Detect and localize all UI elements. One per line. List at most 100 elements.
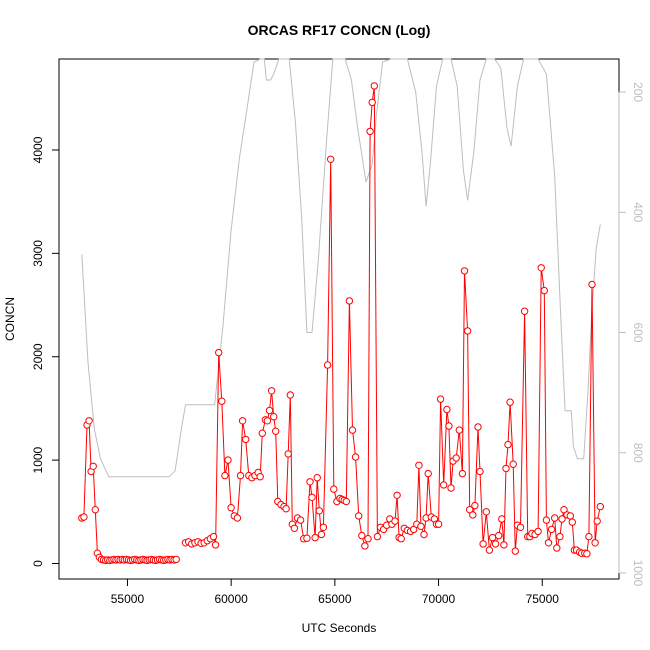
concn-point (424, 469, 432, 478)
concn-point (479, 540, 487, 548)
concn-point (476, 467, 484, 476)
concn-point (284, 450, 292, 458)
concn-point (504, 440, 512, 449)
concn-point (495, 531, 503, 540)
concn-point (256, 473, 264, 481)
concn-point (361, 542, 369, 550)
y-tick-label: 2000 (31, 343, 45, 370)
x-tick-label: 60000 (214, 592, 248, 606)
concn-point (233, 514, 242, 522)
x-axis: 55000 60000 65000 70000 75000 (111, 578, 560, 606)
secondary-y-tick-label: 400 (631, 202, 645, 222)
concn-point (568, 518, 576, 526)
concn-point (221, 471, 229, 480)
concn-point (463, 327, 472, 335)
y-axis-label: CONCN (3, 297, 17, 341)
concn-line-segment (81, 420, 177, 561)
concn-point (238, 417, 247, 425)
concn-point (540, 286, 548, 295)
concn-point (373, 532, 382, 541)
concn-point (265, 406, 274, 415)
concn-point (417, 522, 425, 530)
concn-point (348, 426, 357, 434)
concn-point (342, 497, 350, 506)
concn-point (364, 535, 372, 543)
y-tick-label: 3000 (31, 240, 45, 267)
concn-point (511, 547, 519, 555)
concn-point (551, 514, 559, 522)
secondary-y-tick-label: 1000 (631, 560, 645, 587)
x-tick-label: 55000 (111, 592, 145, 606)
concn-point (509, 460, 517, 468)
concn-point (485, 546, 494, 554)
concn-point (218, 397, 226, 405)
concn-point (358, 531, 366, 540)
concn-point (296, 516, 305, 524)
x-tick-label: 75000 (526, 592, 560, 606)
concn-point (306, 478, 314, 486)
concn-point (85, 417, 93, 425)
concn-point (258, 429, 266, 437)
concn-point (566, 512, 574, 520)
concn-point (368, 98, 376, 107)
x-tick-label: 65000 (318, 592, 352, 606)
concn-point (263, 417, 272, 425)
concn-point (323, 361, 332, 369)
secondary-axis-line (81, 58, 601, 478)
concn-line-segment (185, 85, 601, 555)
concn-point (443, 405, 451, 414)
concn-point (420, 530, 428, 539)
concn-point (491, 540, 500, 548)
concn-point (474, 423, 482, 431)
concn-point (591, 539, 599, 547)
concn-points-layer (78, 82, 604, 565)
concn-point (455, 426, 463, 434)
concn-point (585, 532, 593, 541)
concn-point (544, 539, 553, 547)
concn-point (224, 456, 232, 464)
x-tick-label: 70000 (422, 592, 456, 606)
concn-point (345, 297, 354, 305)
concn-point (393, 491, 401, 499)
concn-point (327, 155, 335, 164)
y-tick-label: 4000 (31, 136, 45, 163)
concn-point (355, 512, 363, 520)
concn-point (436, 395, 445, 403)
concn-point (553, 544, 561, 552)
concn-line-layer (81, 85, 601, 561)
concn-point (397, 535, 405, 543)
concn-point (317, 530, 326, 539)
concn-point (547, 525, 556, 534)
concn-point (434, 520, 443, 528)
concn-point (308, 493, 316, 501)
y-tick-label: 0 (31, 560, 45, 567)
concn-point (534, 527, 542, 536)
concn-point (469, 511, 477, 519)
concn-point (215, 348, 223, 357)
concn-point (452, 454, 460, 462)
concn-point (267, 387, 276, 395)
secondary-y-tick-label: 600 (631, 323, 645, 343)
concn-point (516, 523, 525, 531)
concn-point (391, 517, 399, 525)
y-tick-label: 1000 (31, 446, 45, 473)
concn-point (520, 307, 529, 315)
y-axis: 0 1000 2000 3000 4000 (31, 136, 60, 567)
concn-point (89, 462, 97, 470)
concn-point (303, 534, 311, 542)
concn-point (209, 532, 218, 541)
concn-point (593, 517, 601, 525)
concn-point (471, 501, 479, 510)
concn-point (313, 474, 321, 482)
concn-point (558, 515, 566, 523)
concn-point (588, 280, 596, 289)
concn-point (366, 127, 374, 136)
concn-point (370, 82, 378, 90)
concn-point (319, 523, 328, 531)
concn-point (270, 413, 278, 421)
concn-point (596, 502, 604, 511)
concn-point (447, 484, 455, 492)
concn-point (506, 398, 514, 406)
secondary-y-tick-label: 200 (631, 82, 645, 102)
